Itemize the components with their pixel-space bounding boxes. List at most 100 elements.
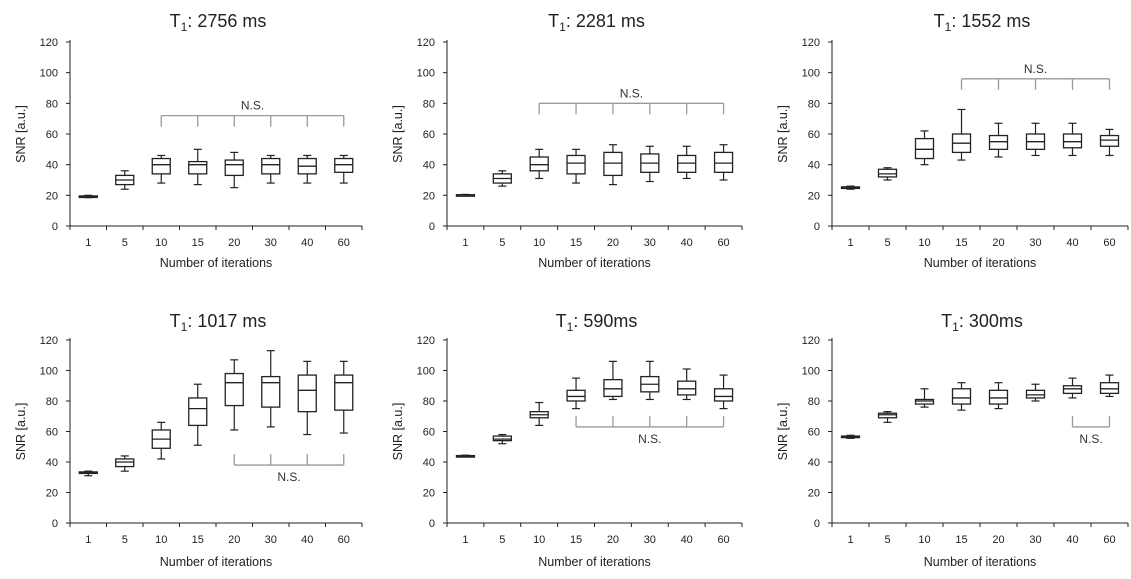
iqr-box bbox=[603, 378, 623, 398]
x-tick-label: 40 bbox=[681, 534, 693, 546]
y-tick-label: 40 bbox=[423, 457, 435, 469]
iqr-box bbox=[713, 388, 734, 402]
iqr-box bbox=[566, 154, 586, 175]
y-tick-label: 80 bbox=[46, 396, 58, 408]
chart-title: T1: 2756 ms bbox=[170, 11, 267, 34]
x-tick-label: 40 bbox=[1066, 237, 1078, 249]
box-15 bbox=[951, 382, 972, 411]
y-tick-label: 60 bbox=[423, 427, 435, 439]
y-tick-label: 60 bbox=[423, 129, 435, 141]
y-tick-label: 0 bbox=[814, 221, 820, 233]
x-tick-label: 60 bbox=[717, 237, 729, 249]
iqr-box bbox=[115, 458, 135, 468]
y-tick-label: 120 bbox=[802, 335, 820, 347]
y-tick-label: 0 bbox=[52, 221, 58, 233]
box-5 bbox=[877, 411, 898, 423]
y-tick-label: 20 bbox=[808, 190, 820, 202]
y-tick-label: 20 bbox=[46, 190, 58, 202]
box-40 bbox=[677, 145, 697, 180]
box-10 bbox=[151, 154, 171, 184]
chart-title: T1: 590ms bbox=[556, 311, 638, 334]
box-5 bbox=[115, 455, 135, 472]
iqr-box bbox=[677, 380, 697, 396]
x-axis-label: Number of iterations bbox=[538, 256, 651, 270]
box-40 bbox=[677, 368, 697, 401]
x-tick-label: 30 bbox=[265, 534, 277, 546]
x-tick-label: 5 bbox=[122, 534, 128, 546]
x-tick-label: 20 bbox=[228, 237, 240, 249]
ns-label: N.S. bbox=[638, 432, 661, 446]
y-tick-label: 60 bbox=[46, 427, 58, 439]
ns-bracket: N.S. bbox=[233, 454, 345, 484]
ns-bracket: N.S. bbox=[160, 99, 345, 127]
x-tick-label: 60 bbox=[338, 534, 350, 546]
y-tick-label: 40 bbox=[423, 160, 435, 172]
y-axis-label: SNR [a.u.] bbox=[14, 403, 28, 461]
y-tick-label: 120 bbox=[417, 335, 435, 347]
box-5 bbox=[492, 433, 512, 445]
x-axis-label: Number of iterations bbox=[538, 555, 651, 569]
x-tick-label: 10 bbox=[155, 534, 167, 546]
box-60 bbox=[713, 144, 734, 181]
x-tick-label: 60 bbox=[1103, 237, 1115, 249]
x-tick-label: 20 bbox=[607, 237, 619, 249]
x-tick-label: 5 bbox=[884, 237, 890, 249]
x-tick-label: 20 bbox=[607, 534, 619, 546]
box-10 bbox=[529, 401, 549, 426]
box-30 bbox=[640, 360, 660, 401]
ns-bracket: N.S. bbox=[575, 415, 725, 446]
box-1 bbox=[840, 434, 861, 439]
iqr-box bbox=[677, 154, 697, 173]
iqr-box bbox=[151, 157, 171, 175]
iqr-box bbox=[224, 159, 244, 177]
box-10 bbox=[151, 421, 171, 460]
box-30 bbox=[261, 154, 281, 184]
y-tick-label: 20 bbox=[423, 488, 435, 500]
iqr-box bbox=[261, 375, 281, 408]
x-tick-label: 10 bbox=[533, 237, 545, 249]
box-20 bbox=[224, 151, 244, 189]
box-1 bbox=[455, 193, 476, 197]
box-30 bbox=[640, 145, 660, 183]
ns-label: N.S. bbox=[1079, 432, 1102, 446]
x-tick-label: 30 bbox=[1029, 237, 1041, 249]
box-40 bbox=[297, 360, 317, 436]
y-tick-label: 20 bbox=[46, 488, 58, 500]
x-tick-label: 40 bbox=[301, 534, 313, 546]
iqr-box bbox=[713, 151, 734, 173]
iqr-box bbox=[566, 389, 586, 402]
iqr-box bbox=[877, 412, 898, 419]
y-tick-label: 100 bbox=[802, 68, 820, 80]
box-10 bbox=[914, 130, 935, 166]
iqr-box bbox=[1099, 382, 1120, 395]
x-axis-label: Number of iterations bbox=[160, 256, 273, 270]
y-tick-label: 60 bbox=[808, 129, 820, 141]
y-tick-label: 100 bbox=[802, 366, 820, 378]
y-tick-label: 80 bbox=[423, 98, 435, 110]
x-tick-label: 15 bbox=[955, 534, 967, 546]
box-1 bbox=[78, 194, 98, 199]
box-15 bbox=[188, 383, 208, 446]
x-axis-label: Number of iterations bbox=[924, 256, 1037, 270]
iqr-box bbox=[334, 374, 354, 411]
x-tick-label: 10 bbox=[155, 237, 167, 249]
y-tick-label: 40 bbox=[808, 160, 820, 172]
iqr-box bbox=[988, 389, 1009, 405]
x-tick-label: 15 bbox=[570, 237, 582, 249]
iqr-box bbox=[261, 157, 281, 175]
box-10 bbox=[914, 388, 935, 408]
chart-title: T1: 1017 ms bbox=[170, 311, 267, 334]
iqr-box bbox=[297, 374, 317, 413]
y-tick-label: 40 bbox=[808, 457, 820, 469]
box-30 bbox=[261, 350, 281, 428]
y-tick-label: 120 bbox=[417, 37, 435, 49]
x-tick-label: 60 bbox=[338, 237, 350, 249]
box-40 bbox=[1062, 377, 1083, 399]
box-30 bbox=[1025, 383, 1046, 402]
y-axis-label: SNR [a.u.] bbox=[14, 105, 28, 163]
x-tick-label: 30 bbox=[1029, 534, 1041, 546]
